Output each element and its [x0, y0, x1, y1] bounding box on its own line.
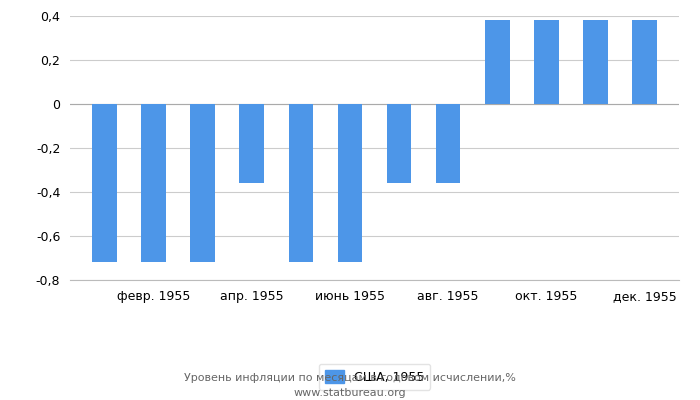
Bar [141, 104, 166, 262]
Bar [190, 104, 215, 262]
Text: www.statbureau.org: www.statbureau.org [294, 388, 406, 398]
Bar [632, 20, 657, 104]
Bar [583, 20, 608, 104]
Bar [239, 104, 264, 183]
Bar [485, 20, 510, 104]
Bar [387, 104, 412, 183]
Bar [337, 104, 362, 262]
Bar [92, 104, 117, 262]
Bar [288, 104, 313, 262]
Legend: США, 1955: США, 1955 [318, 364, 430, 390]
Bar [436, 104, 461, 183]
Bar [534, 20, 559, 104]
Text: Уровень инфляции по месяцам в годовом исчислении,%: Уровень инфляции по месяцам в годовом ис… [184, 373, 516, 383]
